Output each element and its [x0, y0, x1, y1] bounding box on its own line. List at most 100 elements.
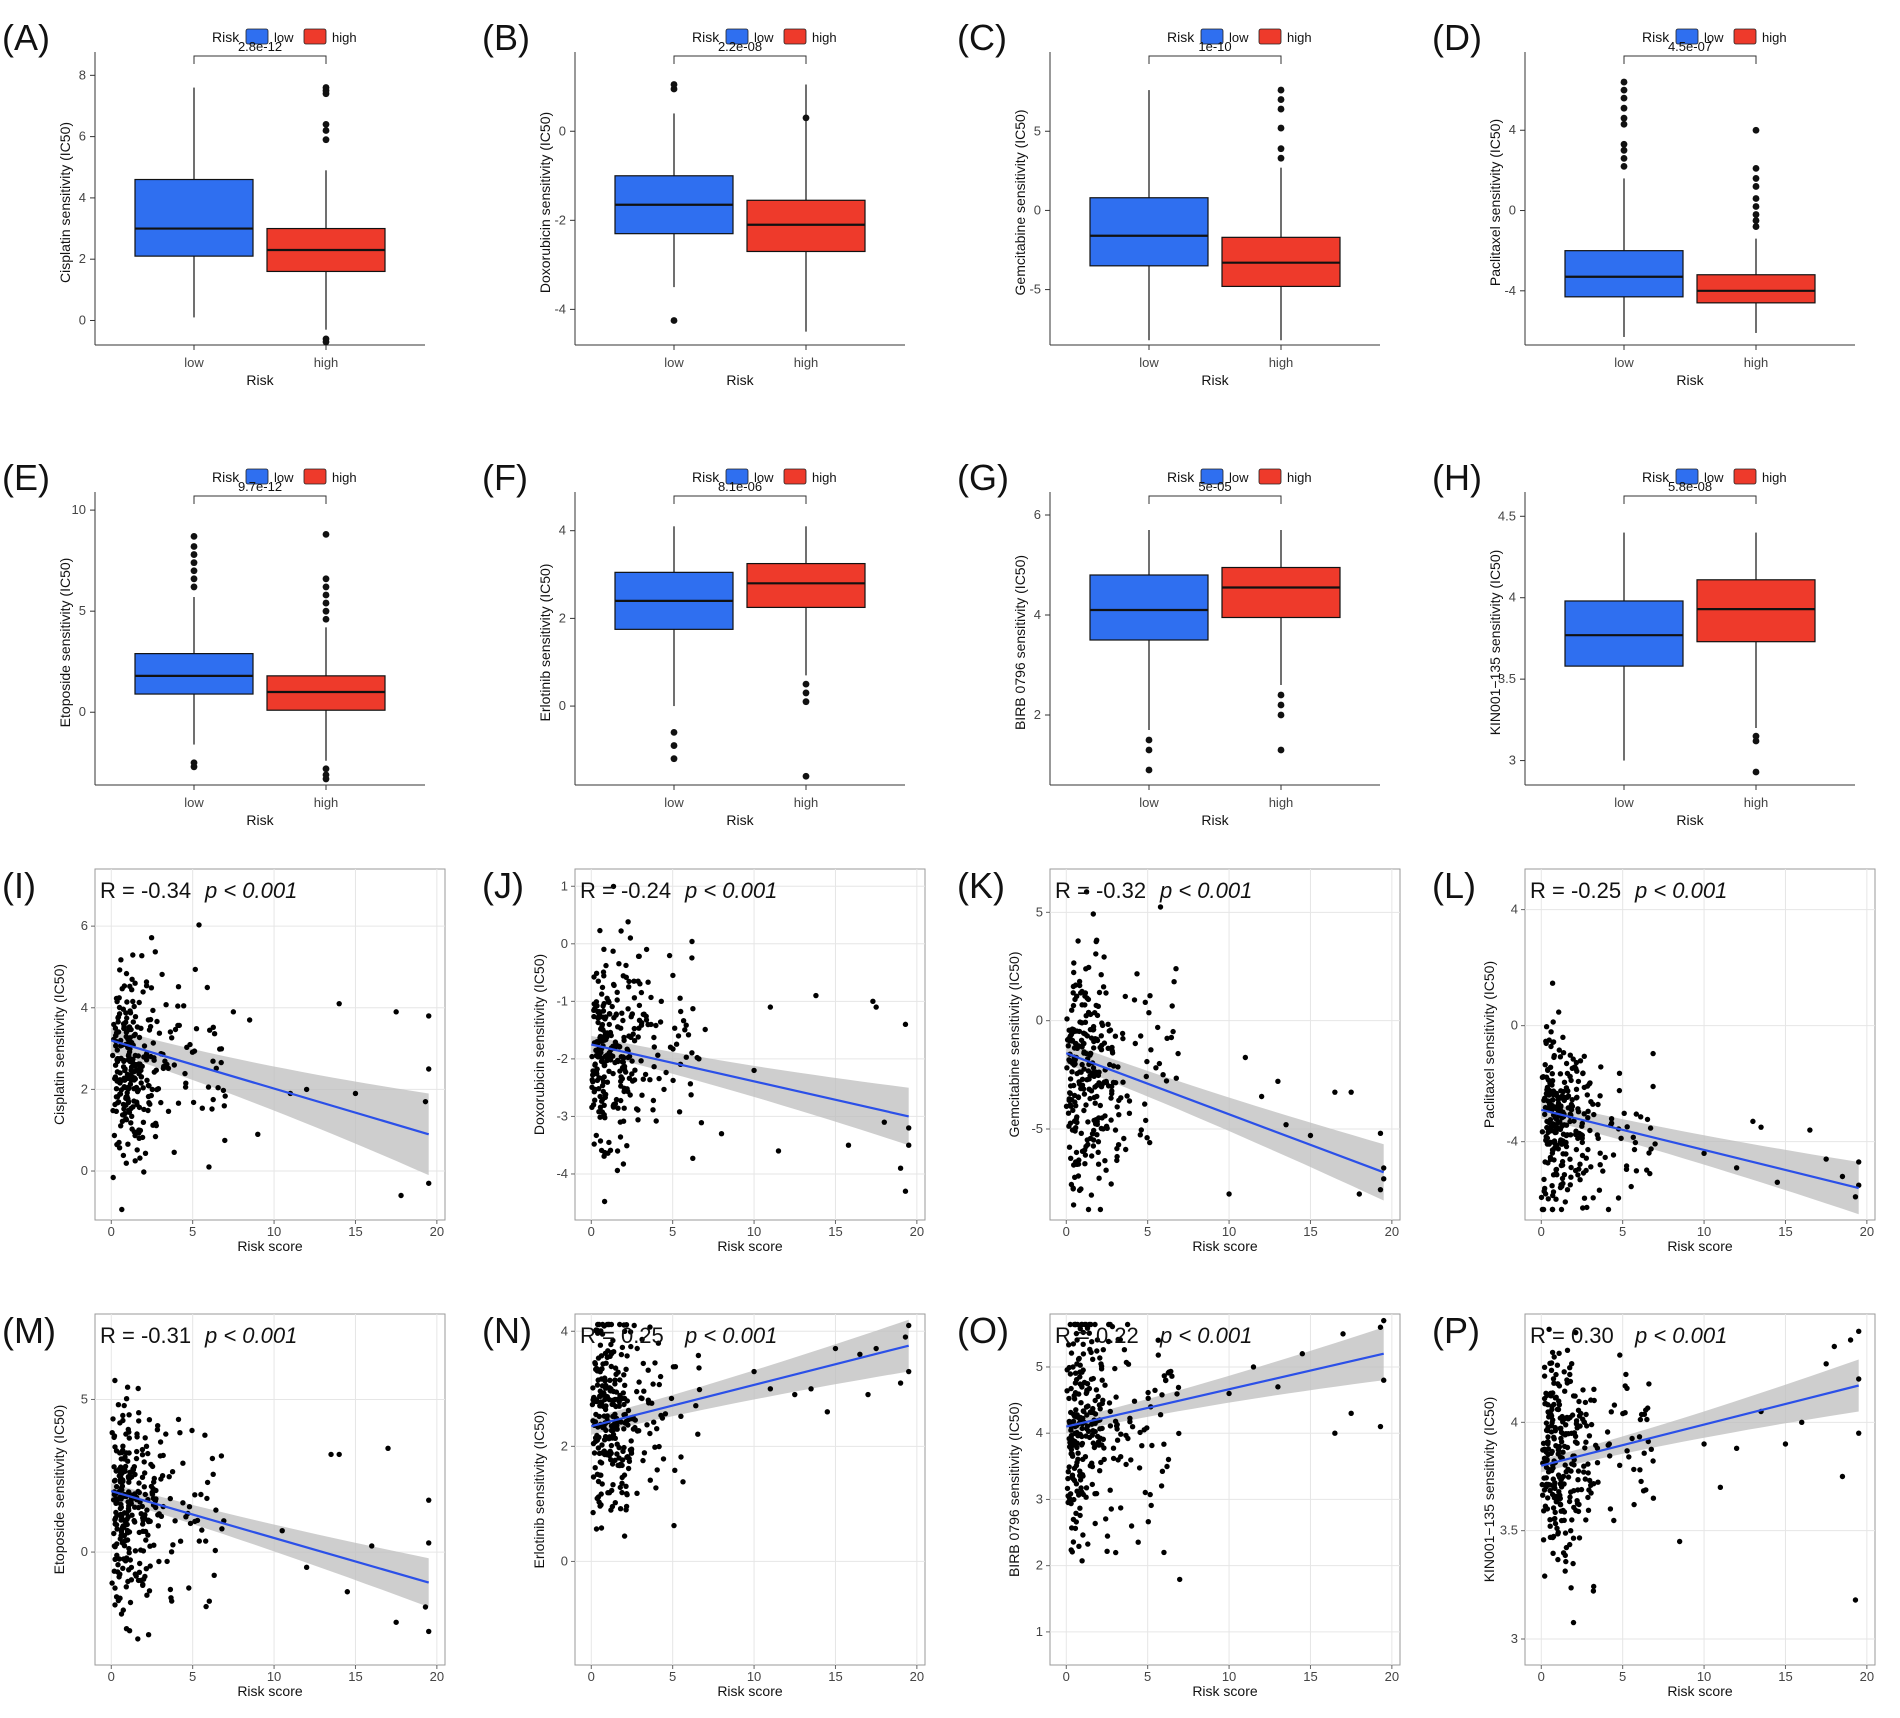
legend-swatch-high: [303, 468, 327, 485]
legend-swatch-low: [1675, 28, 1699, 45]
data-point: [1856, 1159, 1862, 1165]
data-point: [597, 1114, 603, 1120]
data-point: [1078, 1485, 1084, 1491]
data-point: [591, 1013, 597, 1020]
x-tick-label: 0: [1063, 1669, 1070, 1684]
regression-line: [110, 1489, 430, 1584]
data-point: [1542, 1400, 1549, 1407]
data-point: [1573, 1059, 1580, 1066]
outlier-point: [1752, 203, 1760, 210]
data-point: [1554, 1525, 1560, 1532]
data-point: [1567, 1052, 1574, 1058]
outlier-point: [1752, 223, 1760, 230]
y-axis-title: Gemcitabine sensitivity (IC50): [1006, 952, 1022, 1138]
data-point: [1081, 1107, 1087, 1114]
data-point: [1139, 1443, 1145, 1449]
data-point: [906, 1322, 912, 1329]
outlier-point: [1277, 154, 1285, 162]
data-point: [1064, 1485, 1071, 1492]
data-point: [120, 1006, 127, 1012]
y-tick-label: 3: [1036, 1491, 1043, 1506]
data-point: [132, 1519, 138, 1525]
box-low: [134, 532, 254, 771]
data-point: [1105, 1338, 1112, 1345]
data-point: [1560, 1449, 1566, 1455]
data-point: [647, 1324, 653, 1330]
data-point: [1758, 1124, 1764, 1130]
data-point: [1095, 1139, 1102, 1145]
data-point: [613, 1096, 620, 1103]
data-point: [670, 1364, 677, 1370]
data-point: [1110, 1455, 1117, 1462]
data-point: [1544, 1457, 1550, 1464]
data-point: [1163, 1377, 1169, 1383]
data-point: [203, 1603, 209, 1610]
data-point: [808, 1386, 814, 1392]
data-point: [120, 1565, 126, 1572]
data-point: [1550, 1089, 1556, 1095]
data-point: [182, 1070, 188, 1077]
data-point: [1087, 1095, 1093, 1102]
data-point: [1075, 1456, 1081, 1463]
legend-swatch-high: [1733, 468, 1757, 485]
data-point: [608, 1423, 615, 1429]
data-point: [1581, 1053, 1588, 1060]
data-point: [1103, 990, 1109, 996]
x-axis-title: Risk: [1676, 372, 1704, 388]
data-point: [1073, 1510, 1079, 1517]
data-point: [1075, 1173, 1082, 1179]
data-point: [1644, 1116, 1651, 1123]
data-point: [617, 1321, 623, 1328]
data-point: [155, 1523, 161, 1529]
data-point: [1581, 1419, 1588, 1425]
data-point: [1073, 1040, 1079, 1047]
x-tick-label: high: [1269, 355, 1294, 370]
data-point: [1650, 1495, 1657, 1501]
data-point: [640, 1076, 646, 1082]
data-point: [1573, 1507, 1579, 1514]
data-point: [151, 1055, 157, 1061]
data-point: [146, 1083, 152, 1089]
data-point: [222, 1137, 228, 1144]
data-point: [369, 1543, 375, 1549]
data-point: [186, 1504, 193, 1510]
data-point: [600, 1403, 607, 1410]
data-point: [159, 971, 165, 978]
outlier-point: [1752, 737, 1760, 745]
data-point: [133, 1455, 140, 1462]
y-axis-title: KIN001−135 sensitivity (IC50): [1487, 550, 1503, 736]
data-point: [1348, 1089, 1354, 1095]
data-point: [599, 1082, 606, 1089]
data-point: [130, 1019, 136, 1025]
x-axis-title: Risk: [246, 812, 274, 828]
data-point: [870, 998, 876, 1005]
data-point: [141, 1459, 147, 1465]
data-point: [120, 1477, 126, 1483]
y-tick-label: -4: [554, 301, 566, 316]
data-point: [1070, 1539, 1077, 1545]
data-point: [1155, 1024, 1161, 1031]
data-point: [767, 1386, 774, 1392]
data-point: [175, 1022, 181, 1029]
data-point: [1079, 1425, 1085, 1432]
data-point: [137, 1560, 143, 1567]
data-point: [148, 935, 155, 941]
data-point: [1115, 1457, 1121, 1463]
data-point: [645, 1397, 651, 1403]
data-point: [155, 1086, 162, 1092]
data-point: [599, 1392, 605, 1398]
data-point: [136, 1529, 142, 1536]
data-point: [125, 1505, 132, 1512]
data-point: [613, 1011, 619, 1017]
data-point: [132, 1471, 138, 1478]
data-point: [1545, 1446, 1552, 1452]
data-point: [143, 983, 150, 989]
data-point: [136, 1410, 142, 1416]
data-point: [215, 1085, 221, 1091]
data-point: [1087, 1011, 1094, 1018]
data-point: [125, 1578, 131, 1585]
data-point: [1552, 1515, 1558, 1522]
data-point: [1584, 1092, 1591, 1098]
data-point: [1565, 1416, 1571, 1422]
